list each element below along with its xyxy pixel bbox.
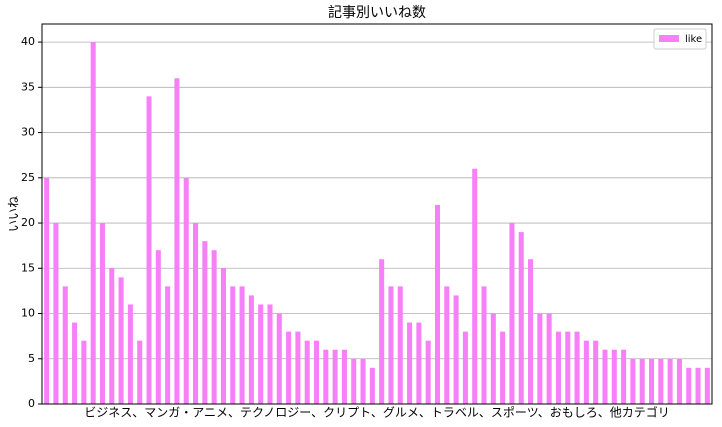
- bar: [248, 295, 254, 404]
- bar: [546, 313, 552, 404]
- y-tick-label: 5: [28, 352, 35, 365]
- bar: [332, 349, 338, 404]
- bar: [183, 177, 189, 404]
- bar: [639, 358, 645, 404]
- bar: [407, 322, 413, 404]
- legend-swatch: [659, 35, 679, 42]
- bar: [481, 286, 487, 404]
- bar: [99, 223, 105, 404]
- y-tick-label: 0: [28, 397, 35, 410]
- bar: [630, 358, 636, 404]
- bar: [314, 340, 320, 404]
- bar: [434, 204, 440, 404]
- bar: [686, 367, 692, 404]
- bar: [555, 331, 561, 404]
- bar: [90, 42, 96, 404]
- bar: [472, 168, 478, 404]
- bar: [360, 358, 366, 404]
- bar: [574, 331, 580, 404]
- legend-box: [653, 28, 707, 50]
- bar: [704, 367, 710, 404]
- bar: [658, 358, 664, 404]
- y-tick-label: 30: [21, 126, 35, 139]
- bar: [72, 322, 78, 404]
- bar: [341, 349, 347, 404]
- bar: [155, 250, 161, 404]
- bar: [453, 295, 459, 404]
- bar: [137, 340, 143, 404]
- bar: [81, 340, 87, 404]
- bar: [118, 277, 124, 404]
- bar: [286, 331, 292, 404]
- bar: [267, 304, 273, 404]
- bar: [62, 286, 68, 404]
- bar: [676, 358, 682, 404]
- bar: [388, 286, 394, 404]
- bar: [230, 286, 236, 404]
- y-tick-label: 15: [21, 261, 35, 274]
- bar: [537, 313, 543, 404]
- bar: [667, 358, 673, 404]
- bar: [500, 331, 506, 404]
- bar: [258, 304, 264, 404]
- y-tick-label: 10: [21, 307, 35, 320]
- bar: [695, 367, 701, 404]
- bar: [425, 340, 431, 404]
- plot-frame: [41, 23, 713, 405]
- bar: [369, 367, 375, 404]
- bar: [174, 78, 180, 405]
- bar: [397, 286, 403, 404]
- y-tick-label: 35: [21, 80, 35, 93]
- bar: [295, 331, 301, 404]
- bar: [379, 259, 385, 404]
- bar: [416, 322, 422, 404]
- bar: [583, 340, 589, 404]
- bar: [462, 331, 468, 404]
- bar: [518, 232, 524, 404]
- bar: [146, 96, 152, 404]
- bar: [528, 259, 534, 404]
- bar: [351, 358, 357, 404]
- bar: [202, 241, 208, 404]
- bar: [611, 349, 617, 404]
- bar: [490, 313, 496, 404]
- x-axis-label: ビジネス、マンガ・アニメ、テクノロジー、クリプト、グルメ、トラベル、スポーツ、お…: [84, 405, 670, 420]
- bar: [509, 223, 515, 404]
- bar: [239, 286, 245, 404]
- bar: [649, 358, 655, 404]
- bar: [127, 304, 133, 404]
- bar: [44, 177, 50, 404]
- legend-label: like: [685, 34, 702, 45]
- bar: [565, 331, 571, 404]
- y-tick-label: 20: [21, 216, 35, 229]
- bar: [304, 340, 310, 404]
- bar: [193, 223, 199, 404]
- y-axis-label: いいね: [7, 196, 21, 232]
- chart-title: 記事別いいね数: [328, 4, 426, 21]
- bar: [323, 349, 329, 404]
- bar: [220, 268, 226, 404]
- y-tick-label: 25: [21, 171, 35, 184]
- bar: [109, 268, 115, 404]
- bar: [165, 286, 171, 404]
- bar: [211, 250, 217, 404]
- bar: [602, 349, 608, 404]
- bar: [276, 313, 282, 404]
- bar: [593, 340, 599, 404]
- bar: [621, 349, 627, 404]
- y-tick-label: 40: [21, 35, 35, 48]
- bar: [53, 223, 59, 404]
- bar: [444, 286, 450, 404]
